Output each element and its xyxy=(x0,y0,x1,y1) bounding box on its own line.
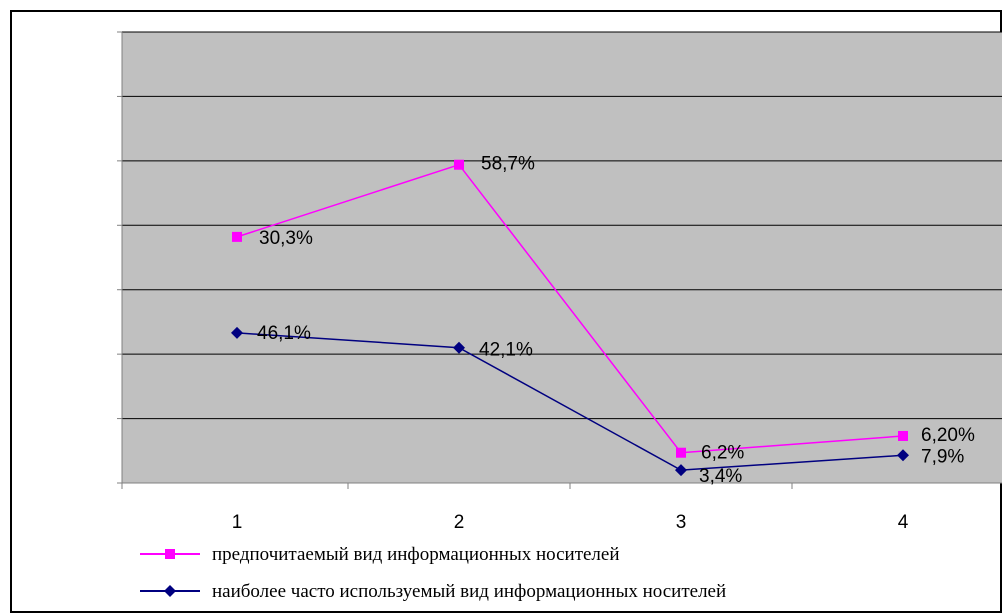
series-line-2 xyxy=(236,332,904,471)
x-tick-label: 3 xyxy=(676,512,687,533)
data-point-marker xyxy=(898,430,908,441)
data-point-marker xyxy=(897,449,909,462)
legend-item-label: наиболее часто используемый вид информац… xyxy=(212,581,726,602)
data-point-marker xyxy=(232,231,242,242)
data-label: 7,9% xyxy=(921,446,964,467)
plot-area xyxy=(122,32,1002,483)
data-label: 46,1% xyxy=(257,323,311,344)
data-point-marker xyxy=(164,585,176,597)
series-line-1 xyxy=(236,163,904,454)
data-point-marker xyxy=(453,341,465,354)
legend-item-label: предпочитаемый вид информационных носите… xyxy=(212,544,620,565)
x-tick-label: 1 xyxy=(232,512,243,533)
x-tick-label: 4 xyxy=(898,512,909,533)
data-point-marker xyxy=(454,159,464,170)
data-point-marker xyxy=(675,464,687,477)
data-point-marker xyxy=(231,326,243,339)
data-point-marker xyxy=(676,447,686,458)
data-label: 58,7% xyxy=(481,154,535,175)
data-label: 42,1% xyxy=(479,340,533,361)
data-label: 30,3% xyxy=(259,228,313,249)
x-tick-label: 2 xyxy=(454,512,465,533)
data-label: 6,20% xyxy=(921,425,975,446)
data-point-marker xyxy=(165,549,175,559)
data-label: 6,2% xyxy=(701,443,744,464)
data-label: 3,4% xyxy=(699,466,742,487)
